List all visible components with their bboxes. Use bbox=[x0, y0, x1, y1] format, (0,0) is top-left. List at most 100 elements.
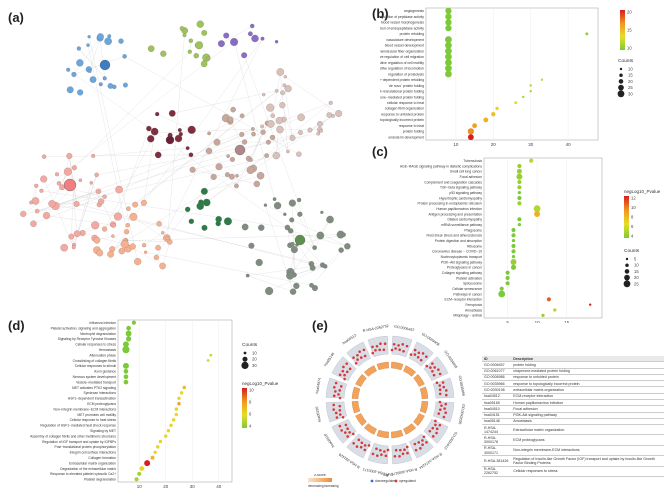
network-edge bbox=[143, 131, 155, 203]
table-cell: ECM proteoglycans bbox=[511, 434, 664, 446]
zscore-bar bbox=[419, 401, 429, 414]
gene-dot bbox=[394, 347, 397, 350]
term-label: 'de novo' protein folding bbox=[388, 84, 424, 88]
term-label: Syndecan interactions bbox=[84, 391, 117, 395]
gene-dot bbox=[435, 381, 439, 385]
network-node bbox=[331, 114, 335, 118]
network-node bbox=[335, 110, 343, 117]
network-node bbox=[178, 132, 183, 137]
table-header-cell: ID bbox=[482, 356, 512, 363]
network-node bbox=[155, 244, 161, 251]
network-graph-a bbox=[20, 20, 351, 296]
network-node bbox=[275, 116, 284, 125]
term-id-label: hsa05146 bbox=[323, 352, 335, 367]
table-row: GO:0030198 extracellular matrix organizat… bbox=[482, 386, 664, 394]
data-point bbox=[517, 179, 522, 185]
term-label: Non−integrin membrane−ECM interactions bbox=[54, 407, 117, 411]
gene-dot bbox=[384, 454, 388, 458]
network-node bbox=[279, 102, 286, 109]
term-label: MET activates PTK2 signaling bbox=[72, 386, 116, 390]
table-cell: GO:0030198 bbox=[482, 386, 512, 394]
network-edge bbox=[287, 227, 313, 268]
network-node bbox=[102, 76, 107, 81]
gene-dot bbox=[401, 452, 405, 456]
network-node bbox=[165, 236, 170, 241]
table-body: GO:0006457 protein folding GO:0061077 chape… bbox=[482, 361, 664, 477]
gene-dot bbox=[371, 452, 375, 456]
term-label: AGE−RAGE signaling pathway in diabetic c… bbox=[400, 164, 482, 168]
gene-dot bbox=[419, 447, 422, 450]
network-node bbox=[241, 52, 248, 59]
gene-dot bbox=[343, 377, 346, 381]
size-legend-label: 20 bbox=[634, 275, 639, 280]
colorbar-tick: 4 bbox=[249, 424, 252, 429]
table-cell: R-HSA-3000178 bbox=[482, 434, 512, 446]
size-legend-dot bbox=[617, 90, 625, 98]
term-label: protein refolding bbox=[400, 32, 424, 36]
gene-dot bbox=[390, 348, 394, 352]
network-node bbox=[98, 82, 103, 87]
outer-band-segment bbox=[331, 356, 357, 381]
size-legend-label: 30 bbox=[628, 91, 633, 96]
network-node bbox=[286, 149, 290, 154]
gene-dot bbox=[348, 431, 351, 434]
network-edge bbox=[250, 123, 268, 160]
network-node bbox=[187, 125, 196, 134]
gene-dot bbox=[334, 390, 337, 393]
size-legend-dot bbox=[623, 280, 631, 288]
term-label: positive regulation of cell motility bbox=[380, 61, 424, 65]
term-label: Antigen processing and presentation bbox=[428, 212, 482, 216]
size-legend-label: 10 bbox=[252, 351, 257, 356]
network-node bbox=[215, 163, 223, 171]
data-point bbox=[499, 286, 504, 291]
gene-dot bbox=[431, 362, 434, 365]
network-node bbox=[66, 153, 73, 159]
zscore-bar bbox=[355, 374, 367, 387]
table-cell: GO:0006986 bbox=[482, 374, 512, 382]
size-legend-title: Counts bbox=[618, 58, 634, 64]
network-node bbox=[223, 32, 230, 39]
network-node bbox=[234, 183, 239, 189]
network-edge bbox=[227, 174, 237, 186]
network-node bbox=[265, 286, 274, 296]
gene-dot bbox=[352, 356, 355, 359]
gene-dot bbox=[351, 432, 355, 436]
network-node bbox=[189, 166, 196, 173]
gene-dot bbox=[363, 448, 367, 452]
network-node bbox=[260, 36, 265, 41]
network-node bbox=[124, 229, 130, 235]
network-node bbox=[73, 230, 81, 237]
gene-dot bbox=[438, 388, 442, 391]
gene-dot bbox=[438, 372, 442, 376]
gene-dot bbox=[354, 361, 358, 365]
gene-dot bbox=[421, 443, 424, 446]
gene-dot bbox=[399, 448, 402, 452]
gene-dot bbox=[438, 384, 442, 387]
network-node bbox=[206, 56, 211, 61]
colorbar-tick: 8 bbox=[249, 400, 252, 405]
network-edge bbox=[112, 236, 163, 267]
network-node bbox=[185, 146, 190, 151]
network-node bbox=[241, 139, 248, 145]
outer-band-segment bbox=[346, 433, 371, 459]
gene-dot bbox=[429, 366, 432, 369]
outer-band-segment bbox=[423, 419, 449, 444]
network-edge bbox=[320, 102, 331, 131]
outer-band-segment bbox=[367, 442, 389, 465]
data-point bbox=[511, 243, 516, 249]
gene-dot bbox=[379, 448, 382, 452]
size-legend-label: 15 bbox=[628, 73, 633, 78]
table-cell: Human papillomavirus infection bbox=[511, 399, 664, 407]
gene-dot bbox=[405, 445, 409, 449]
data-point bbox=[517, 195, 522, 201]
data-point bbox=[131, 320, 136, 325]
gene-dot bbox=[371, 351, 375, 355]
size-legend-label: 10 bbox=[634, 263, 639, 268]
data-point bbox=[445, 47, 452, 55]
network-node bbox=[344, 243, 351, 250]
colorbar-title: negLog10_Pvalue bbox=[242, 381, 279, 386]
term-label: Amoebiasis bbox=[465, 308, 482, 312]
gene-dot bbox=[433, 366, 436, 369]
table-row: hsa04151 PI3K-Akt signaling pathway bbox=[482, 412, 664, 419]
